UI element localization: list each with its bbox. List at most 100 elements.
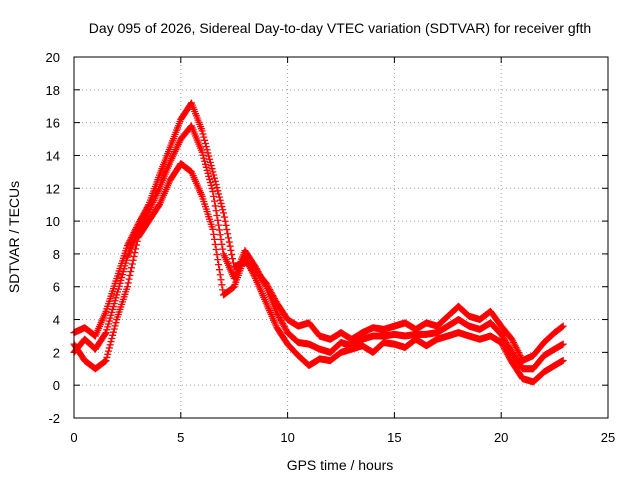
data-point bbox=[280, 323, 288, 331]
data-point bbox=[510, 340, 518, 348]
data-point bbox=[205, 172, 213, 180]
data-point bbox=[225, 238, 233, 246]
data-point bbox=[209, 168, 217, 176]
data-point bbox=[102, 357, 110, 365]
data-point bbox=[144, 209, 152, 217]
data-point bbox=[279, 320, 287, 328]
data-point bbox=[212, 245, 220, 253]
data-point bbox=[514, 347, 522, 355]
data-point bbox=[108, 334, 116, 342]
data-point bbox=[273, 309, 281, 317]
data-point bbox=[141, 215, 149, 223]
data-point bbox=[220, 209, 228, 217]
data-point bbox=[212, 180, 220, 188]
data-point bbox=[221, 217, 229, 225]
data-point bbox=[218, 281, 226, 289]
y-axis-label: SDTVAR / TECUs bbox=[6, 181, 22, 293]
data-point bbox=[216, 231, 224, 239]
data-point bbox=[211, 177, 219, 185]
data-point bbox=[109, 328, 117, 336]
x-tick-label: 15 bbox=[387, 430, 401, 445]
data-point bbox=[123, 283, 131, 291]
data-point bbox=[140, 216, 148, 224]
chart-title: Day 095 of 2026, Sidereal Day-to-day VTE… bbox=[89, 20, 591, 36]
data-point bbox=[217, 199, 225, 207]
data-point bbox=[201, 160, 209, 168]
data-point bbox=[210, 230, 218, 238]
data-point bbox=[206, 155, 214, 163]
data-point bbox=[210, 197, 218, 205]
y-tick-labels: -2 0 2 4 6 8 10 12 14 16 18 20 bbox=[46, 50, 60, 426]
data-point bbox=[135, 225, 143, 233]
data-point bbox=[215, 266, 223, 274]
data-point bbox=[210, 174, 218, 182]
y-tick-label: 12 bbox=[46, 181, 60, 196]
data-point bbox=[129, 256, 137, 264]
series-lower bbox=[70, 160, 567, 386]
data-point bbox=[206, 178, 214, 186]
data-point bbox=[211, 240, 219, 248]
data-point bbox=[260, 278, 268, 286]
data-point bbox=[261, 280, 269, 288]
data-point bbox=[227, 246, 235, 254]
data-point bbox=[210, 171, 218, 179]
data-point bbox=[220, 213, 228, 221]
y-tick-label: 10 bbox=[46, 214, 60, 229]
data-point bbox=[208, 185, 216, 193]
data-point bbox=[110, 325, 118, 333]
data-point bbox=[205, 152, 213, 160]
data-point bbox=[278, 318, 286, 326]
data-point bbox=[256, 271, 264, 279]
data-point bbox=[107, 338, 115, 346]
data-point bbox=[218, 240, 226, 248]
data-point bbox=[559, 322, 567, 330]
data-point bbox=[206, 175, 214, 183]
data-point bbox=[226, 242, 234, 250]
data-point bbox=[215, 221, 223, 229]
data-point bbox=[219, 245, 227, 253]
data-point bbox=[136, 224, 144, 232]
data-point bbox=[212, 207, 220, 215]
data-point bbox=[101, 330, 109, 338]
data-point bbox=[204, 169, 212, 177]
data-point bbox=[199, 151, 207, 159]
y-tick-label: 2 bbox=[53, 345, 60, 360]
data-point bbox=[207, 181, 215, 189]
data-point bbox=[210, 192, 218, 200]
data-point bbox=[256, 272, 264, 280]
data-point bbox=[106, 341, 114, 349]
data-point bbox=[219, 286, 227, 294]
data-point bbox=[201, 136, 209, 144]
data-point bbox=[217, 236, 225, 244]
y-tick-label: 20 bbox=[46, 50, 60, 65]
y-tick-label: 8 bbox=[53, 247, 60, 262]
data-point bbox=[143, 210, 151, 218]
data-point bbox=[213, 251, 221, 259]
data-point bbox=[125, 275, 133, 283]
data-point bbox=[257, 274, 265, 282]
data-point bbox=[202, 163, 210, 171]
data-point bbox=[251, 273, 259, 281]
data-point bbox=[155, 202, 163, 210]
data-point bbox=[142, 212, 150, 220]
data-point bbox=[128, 264, 136, 272]
data-point bbox=[208, 165, 216, 173]
data-point bbox=[209, 225, 217, 233]
data-point bbox=[104, 350, 112, 358]
x-tick-label: 5 bbox=[177, 430, 184, 445]
data-point bbox=[515, 350, 523, 358]
data-point bbox=[141, 213, 149, 221]
data-point bbox=[214, 187, 222, 195]
data-point bbox=[103, 353, 111, 361]
data-point bbox=[215, 261, 223, 269]
data-point bbox=[201, 139, 209, 147]
data-point bbox=[130, 252, 138, 260]
data-point bbox=[277, 317, 285, 325]
data-point bbox=[281, 324, 289, 332]
y-tick-label: 0 bbox=[53, 378, 60, 393]
data-points bbox=[70, 99, 567, 386]
data-point bbox=[201, 157, 209, 165]
y-tick-label: 4 bbox=[53, 313, 60, 328]
data-point bbox=[199, 130, 207, 138]
